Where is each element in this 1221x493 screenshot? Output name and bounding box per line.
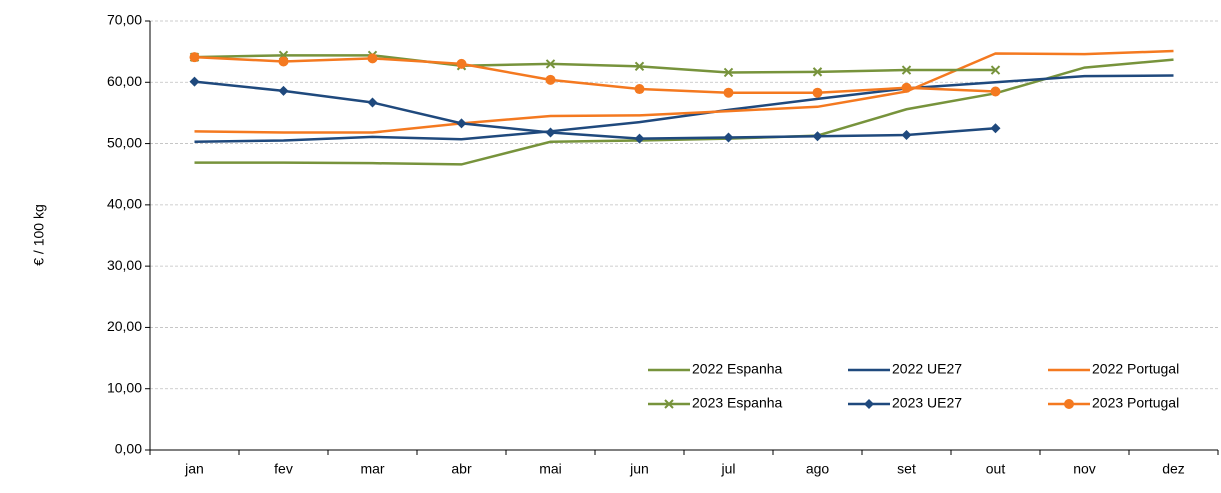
- legend-label: 2023 Espanha: [692, 395, 783, 411]
- point: [723, 132, 734, 143]
- point: [723, 87, 734, 98]
- x-tick-label: jul: [720, 461, 735, 477]
- series-line: [194, 80, 996, 140]
- y-tick-label: 20,00: [107, 318, 142, 334]
- y-tick-label: 60,00: [107, 73, 142, 89]
- series-line: [194, 58, 1174, 166]
- point: [901, 129, 912, 140]
- x-tick-label: mai: [539, 461, 562, 477]
- point: [634, 84, 645, 95]
- point: [367, 97, 378, 108]
- point: [545, 74, 556, 85]
- point: [189, 76, 200, 87]
- point: [278, 85, 289, 96]
- legend-label: 2022 Portugal: [1092, 361, 1179, 377]
- point: [634, 133, 645, 144]
- point: [545, 127, 556, 138]
- point: [990, 123, 1001, 134]
- point: [278, 56, 289, 67]
- y-tick-label: 50,00: [107, 134, 142, 150]
- y-axis-label: € / 100 kg: [31, 204, 47, 266]
- point: [723, 67, 734, 78]
- series-line: [194, 54, 996, 74]
- legend-marker: [864, 399, 874, 409]
- legend-marker: [664, 399, 674, 409]
- legend-label: 2023 UE27: [892, 395, 962, 411]
- x-tick-label: jan: [184, 461, 204, 477]
- x-tick-label: dez: [1162, 461, 1185, 477]
- x-tick-label: fev: [274, 461, 293, 477]
- point: [812, 67, 823, 77]
- y-tick-label: 70,00: [107, 12, 142, 28]
- y-tick-label: 10,00: [107, 379, 142, 395]
- x-tick-label: jun: [629, 461, 649, 477]
- point: [189, 52, 200, 63]
- point: [901, 82, 912, 93]
- x-tick-label: nov: [1073, 461, 1096, 477]
- x-tick-label: ago: [806, 461, 830, 477]
- y-tick-label: 40,00: [107, 196, 142, 212]
- point: [545, 59, 556, 69]
- legend-label: 2022 Espanha: [692, 361, 783, 377]
- point: [990, 65, 1001, 75]
- point: [456, 58, 467, 69]
- y-tick-label: 0,00: [115, 441, 142, 457]
- legend-label: 2023 Portugal: [1092, 395, 1179, 411]
- series-line: [194, 49, 1174, 134]
- x-tick-label: mar: [360, 461, 384, 477]
- x-tick-label: out: [986, 461, 1006, 477]
- point: [367, 53, 378, 64]
- legend-label: 2022 UE27: [892, 361, 962, 377]
- point: [901, 65, 912, 75]
- series-line: [194, 74, 1174, 143]
- point: [812, 87, 823, 98]
- y-tick-label: 30,00: [107, 257, 142, 273]
- x-tick-label: abr: [451, 461, 472, 477]
- point: [812, 131, 823, 142]
- x-tick-label: set: [897, 461, 916, 477]
- legend-marker: [1064, 399, 1074, 409]
- point: [456, 118, 467, 129]
- point: [634, 61, 645, 72]
- series-line: [194, 55, 996, 94]
- point: [990, 86, 1001, 97]
